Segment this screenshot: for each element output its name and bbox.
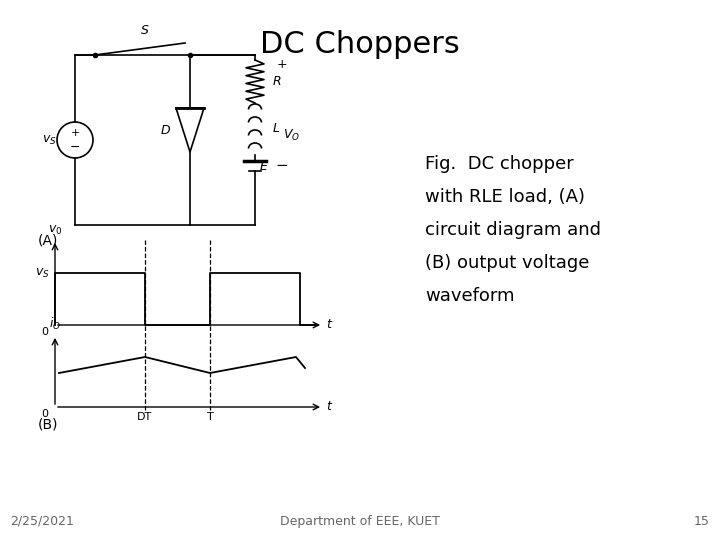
Text: 0: 0 bbox=[41, 409, 48, 419]
Text: D: D bbox=[161, 124, 170, 137]
Text: R: R bbox=[273, 75, 282, 88]
Text: 15: 15 bbox=[694, 515, 710, 528]
Text: (B) output voltage: (B) output voltage bbox=[425, 254, 590, 272]
Text: with RLE load, (A): with RLE load, (A) bbox=[425, 188, 585, 206]
Text: DT: DT bbox=[138, 412, 153, 422]
Text: (B): (B) bbox=[38, 417, 58, 431]
Text: circuit diagram and: circuit diagram and bbox=[425, 221, 601, 239]
Text: S: S bbox=[140, 24, 148, 37]
Text: waveform: waveform bbox=[425, 287, 515, 305]
Text: $v_S$: $v_S$ bbox=[35, 266, 50, 280]
Text: Fig.  DC chopper: Fig. DC chopper bbox=[425, 155, 574, 173]
Text: Department of EEE, KUET: Department of EEE, KUET bbox=[280, 515, 440, 528]
Text: 0: 0 bbox=[41, 327, 48, 337]
Text: −: − bbox=[70, 140, 80, 153]
Text: +: + bbox=[71, 128, 80, 138]
Text: E: E bbox=[260, 159, 268, 172]
Text: $V_O$: $V_O$ bbox=[283, 127, 300, 143]
Text: $i_O$: $i_O$ bbox=[49, 316, 61, 332]
Text: 2/25/2021: 2/25/2021 bbox=[10, 515, 74, 528]
Text: (A): (A) bbox=[38, 233, 58, 247]
Text: L: L bbox=[273, 123, 280, 136]
Text: −: − bbox=[275, 159, 288, 173]
Text: T: T bbox=[207, 412, 213, 422]
Text: +: + bbox=[277, 58, 287, 71]
Text: $v_0$: $v_0$ bbox=[48, 224, 62, 237]
Text: DC Choppers: DC Choppers bbox=[260, 30, 460, 59]
Text: t: t bbox=[326, 401, 331, 414]
Text: $v_S$: $v_S$ bbox=[42, 133, 56, 146]
Text: t: t bbox=[326, 319, 331, 332]
